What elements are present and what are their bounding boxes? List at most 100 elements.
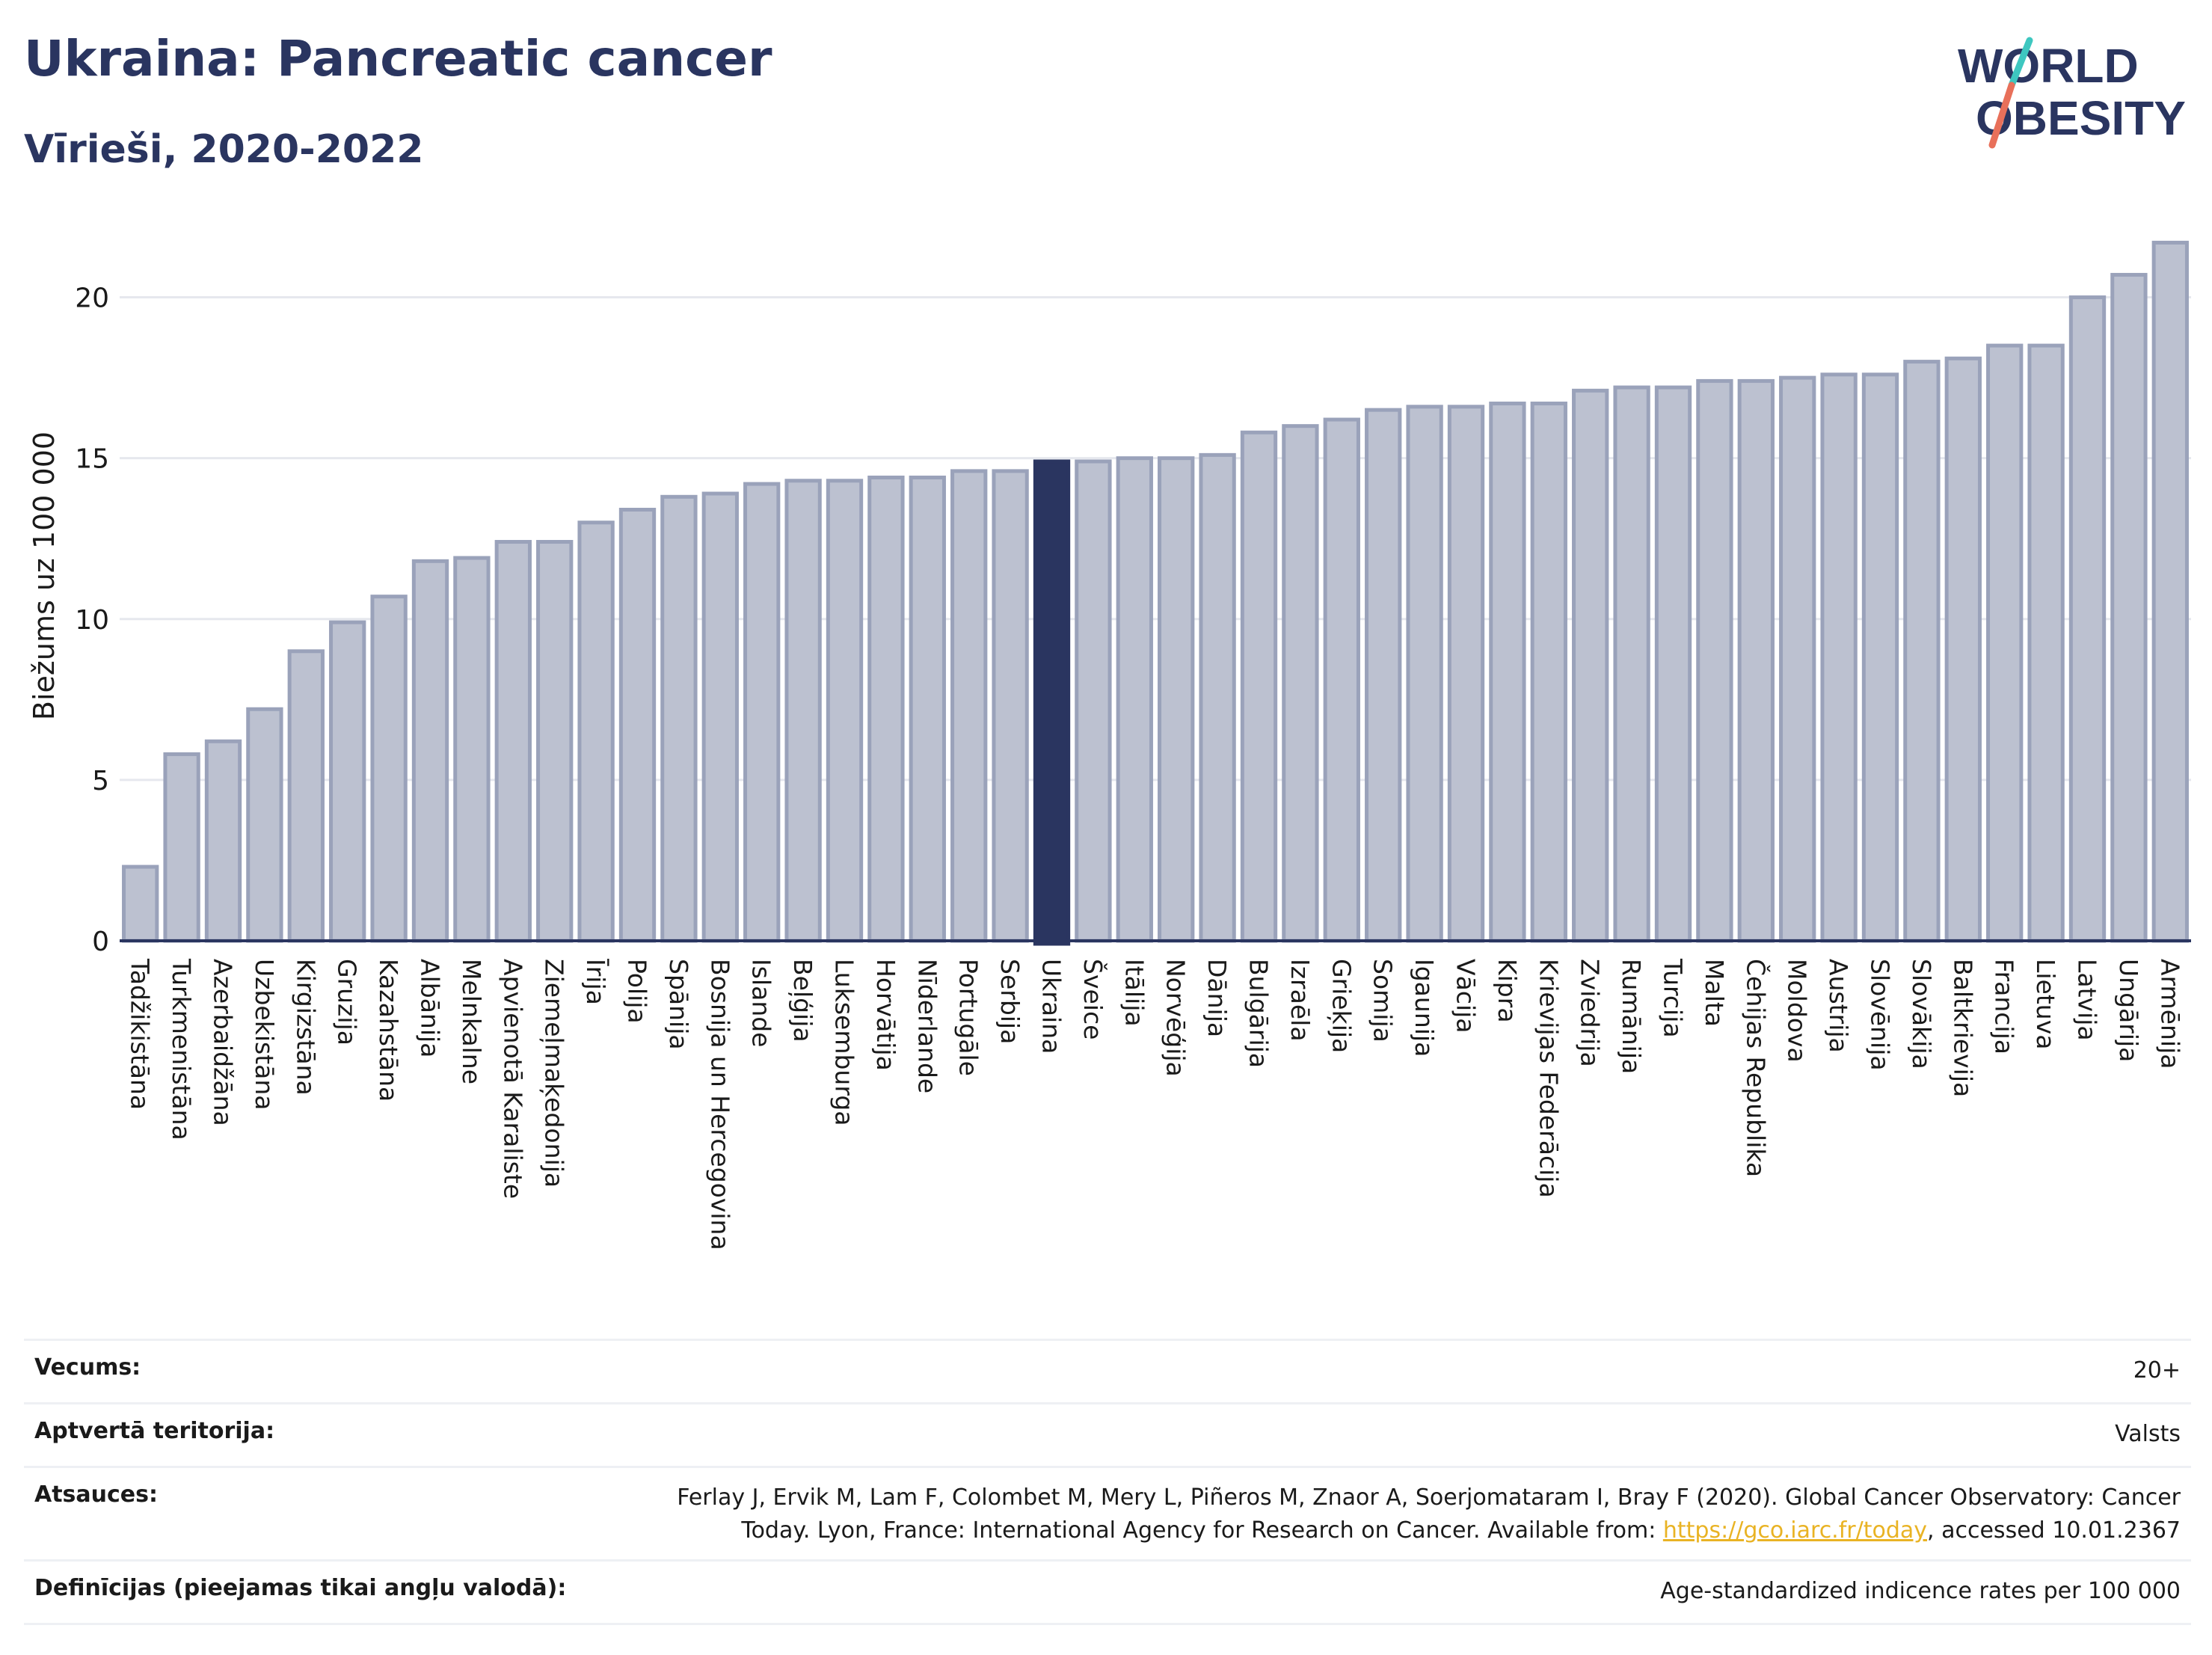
x-tick-label: Rumānija: [1617, 959, 1646, 1074]
bar: [784, 479, 822, 943]
bar: [992, 469, 1029, 943]
x-tick-label: Kipra: [1493, 959, 1522, 1023]
reference-text: Ferlay J, Ervik M, Lam F, Colombet M, Me…: [677, 1484, 2181, 1544]
meta-value-references: Ferlay J, Ervik M, Lam F, Colombet M, Me…: [610, 1481, 2181, 1547]
meta-label-territory: Aptvertā teritorija:: [34, 1418, 275, 1444]
x-tick-label: Moldova: [1783, 959, 1812, 1063]
meta-label-references: Atsauces:: [34, 1481, 158, 1508]
x-tick-label: Dānija: [1202, 959, 1232, 1037]
y-tick-label: 15: [75, 444, 109, 475]
x-tick-label: Ukraina: [1037, 959, 1066, 1054]
logo-line-1: WORLD: [1958, 39, 2139, 93]
x-tick-label: Lietuva: [2031, 959, 2060, 1049]
x-tick-label: Apvienotā Karaliste: [498, 959, 527, 1199]
bar: [618, 508, 657, 943]
bar: [2068, 295, 2107, 943]
x-tick-label: Spānija: [664, 959, 693, 1050]
bar: [1406, 405, 1443, 943]
bar: [453, 556, 491, 943]
bar: [1530, 402, 1567, 943]
bar: [1447, 405, 1485, 943]
bar: [1116, 456, 1153, 943]
bar: [2151, 240, 2189, 943]
bar: [329, 620, 366, 943]
x-tick-label: Austrija: [1824, 959, 1853, 1053]
bar: [1613, 385, 1650, 943]
x-tick-label: Bulgārija: [1244, 959, 1274, 1068]
x-tick-label: Ungārija: [2114, 959, 2143, 1062]
bar: [1944, 356, 1982, 943]
x-tick-label: Horvātija: [871, 959, 900, 1071]
bar: [1572, 388, 1609, 943]
bar: [494, 540, 532, 943]
bar: [2027, 343, 2065, 943]
bar: [1199, 452, 1236, 943]
bar: [1323, 417, 1360, 943]
x-tick-label: Serbija: [995, 959, 1024, 1044]
x-tick-label: Uzbekistāna: [250, 959, 279, 1111]
x-tick-label: Čehijas Republika: [1741, 959, 1771, 1177]
x-tick-label: Grieķija: [1327, 959, 1356, 1053]
bar: [1654, 385, 1692, 943]
y-tick-label: 5: [92, 766, 109, 796]
bar: [1240, 430, 1278, 943]
x-tick-label: Norvēģija: [1161, 959, 1191, 1077]
x-tick-label: Īrija: [581, 959, 610, 1005]
logo-line-2: OBESITY: [1976, 91, 2186, 145]
y-tick-label: 20: [75, 283, 109, 314]
x-tick-label: Melnkalne: [457, 959, 486, 1084]
bar: [1820, 372, 1858, 943]
bar: [2110, 272, 2148, 943]
x-tick-label: Kazahstāna: [374, 959, 403, 1102]
y-tick-label: 0: [92, 927, 109, 957]
reference-accessed: , accessed 10.01.2367: [1927, 1517, 2181, 1544]
meta-row-references: Atsauces: Ferlay J, Ervik M, Lam F, Colo…: [24, 1466, 2191, 1559]
bar: [743, 482, 781, 943]
logo-slash-teal: [2008, 37, 2033, 89]
x-tick-label: Luksemburga: [830, 959, 859, 1126]
category-labels: Tadžikistāna Turkmenistāna Azerbaidžāna Uzb…: [126, 958, 2185, 1250]
x-tick-label: Beļģija: [788, 959, 817, 1043]
bar: [826, 479, 864, 943]
bar: [867, 475, 905, 943]
chart-subtitle: Vīrieši, 2020-2022: [24, 127, 424, 172]
y-tick-label: 10: [75, 605, 109, 636]
bar: [411, 559, 449, 943]
x-tick-label: Gruzija: [333, 959, 362, 1045]
bar: [1986, 343, 2024, 943]
bar: [370, 595, 408, 943]
x-tick-label: Portugāle: [954, 959, 983, 1076]
bar: [204, 739, 242, 943]
bar: [660, 494, 698, 943]
x-tick-label: Slovākija: [1907, 959, 1936, 1069]
bar: [1158, 456, 1195, 943]
x-tick-label: Izraēla: [1285, 959, 1315, 1042]
logo-slash-coral: [1988, 82, 2015, 149]
x-tick-label: Vācija: [1451, 959, 1481, 1034]
bar: [909, 475, 946, 943]
bar: [1365, 408, 1402, 943]
x-tick-label: Somija: [1368, 959, 1398, 1043]
bar: [1861, 372, 1899, 943]
x-tick-label: Latvija: [2073, 959, 2102, 1041]
meta-row-territory: Aptvertā teritorija: Valsts: [24, 1402, 2191, 1466]
x-tick-label: Turkmenistāna: [167, 958, 196, 1140]
bars: [122, 240, 2189, 946]
bar: [701, 491, 739, 943]
meta-value-age: 20+: [2133, 1357, 2181, 1384]
bar: [122, 865, 159, 943]
meta-row-definitions: Definīcijas (pieejamas tikai angļu valod…: [24, 1559, 2191, 1625]
bar: [1737, 378, 1775, 943]
bar: [163, 752, 200, 943]
chart-title: Ukraina: Pancreatic cancer: [24, 30, 772, 87]
bar: [1489, 402, 1526, 943]
meta-value-definitions: Age-standardized indicence rates per 100…: [1660, 1578, 2181, 1604]
reference-link[interactable]: https://gco.iarc.fr/today: [1662, 1517, 1928, 1544]
bar: [577, 521, 615, 943]
bar-highlighted: [1033, 459, 1071, 946]
bar: [1903, 360, 1941, 943]
x-tick-label: Slovēnija: [1866, 959, 1895, 1071]
x-tick-label: Islande: [747, 959, 776, 1047]
x-tick-label: Albānija: [416, 959, 445, 1057]
world-obesity-logo: WORLD OBESITY: [1958, 37, 2186, 149]
